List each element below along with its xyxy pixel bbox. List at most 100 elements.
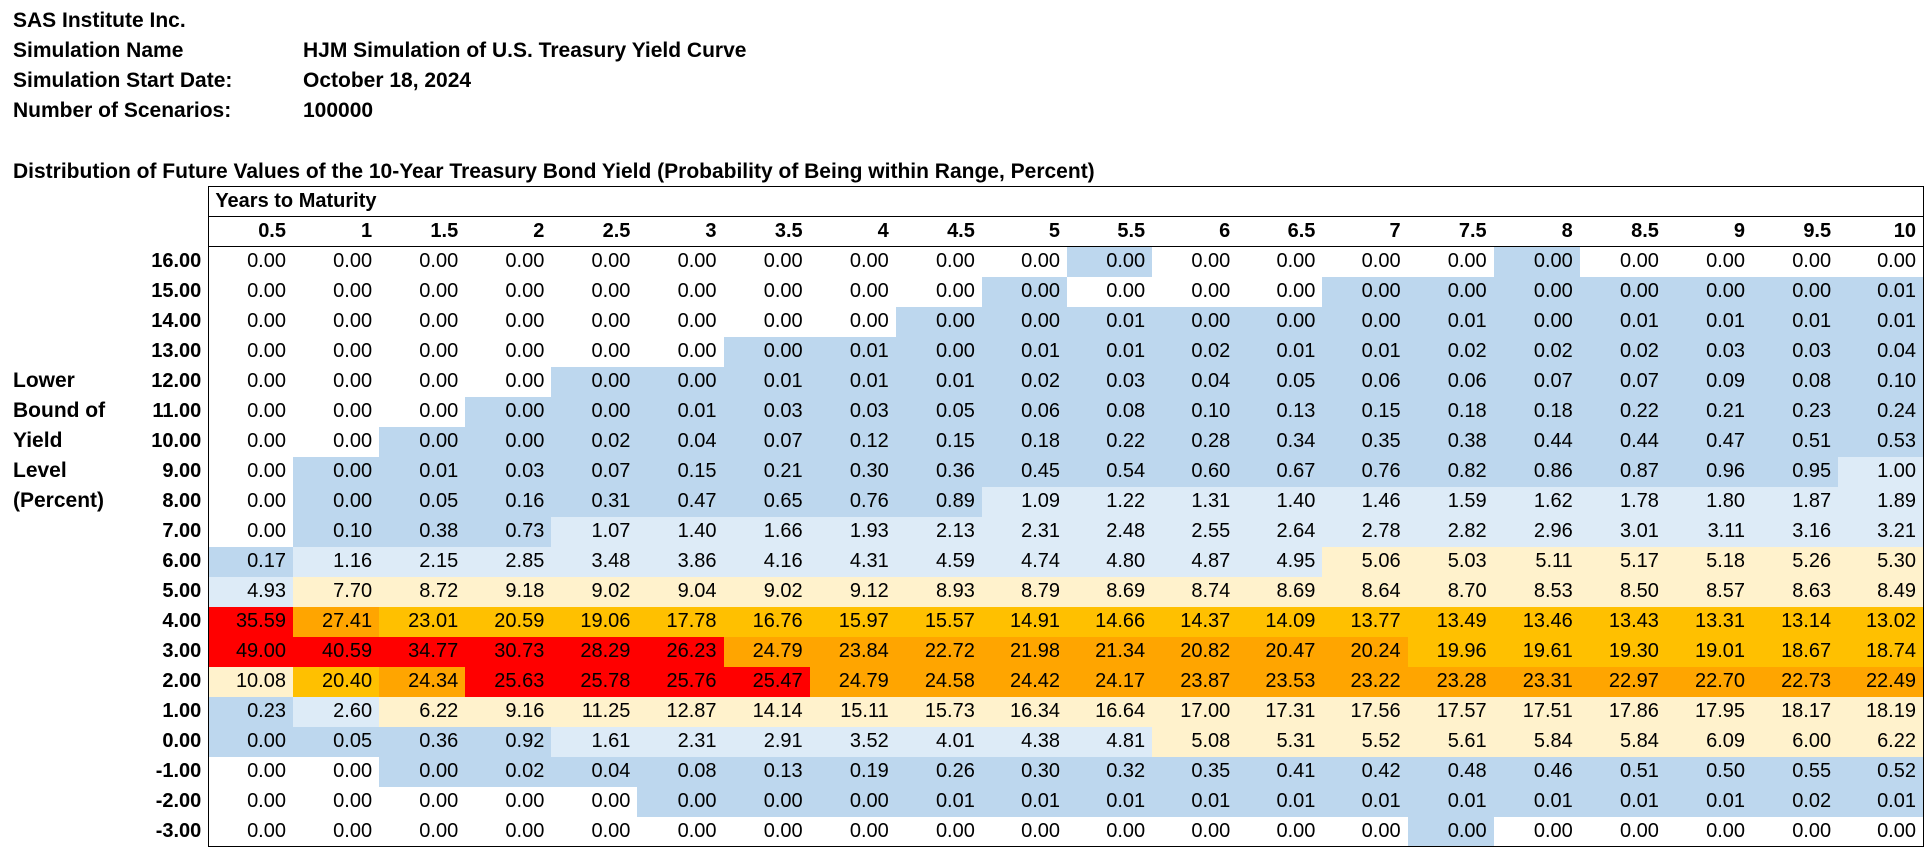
probability-cell: 0.03 [1752, 336, 1839, 367]
yield-lower-bound-label: 16.00 [151, 250, 202, 272]
probability-cell: 0.09 [1665, 366, 1753, 397]
scenarios-value: 100000 [303, 99, 374, 122]
probability-cell: 0.00 [1579, 276, 1666, 307]
probability-cell: 0.47 [637, 486, 724, 517]
probability-cell: 8.69 [1237, 576, 1323, 607]
probability-cell: 20.82 [1152, 636, 1238, 667]
probability-cell: 0.00 [505, 340, 545, 362]
yield-level-row: 12.00 0.00 0.00 0.00 0.00 0.00 0.00 0.01 0.01 0.0… [13, 366, 1924, 397]
probability-cell: 0.00 [1322, 306, 1408, 337]
probability-cell: 23.31 [1493, 666, 1580, 697]
yield-level-row: 0.00 0.00 0.05 0.36 0.92 1.61 2.31 2.91 3.52 4.01… [13, 726, 1924, 757]
yield-level-row: -2.00 0.00 0.00 0.00 0.00 0.00 0.00 0.00 0.00 0.0… [13, 786, 1924, 817]
probability-cell: 1.80 [1665, 486, 1753, 517]
probability-cell: 0.16 [465, 486, 552, 517]
probability-cell: 26.23 [637, 636, 724, 667]
probability-cell: 5.30 [1838, 546, 1924, 577]
probability-cell: 13.77 [1322, 606, 1408, 637]
probability-cell: 0.00 [208, 396, 293, 427]
maturity-header: 9 [1665, 216, 1753, 247]
probability-cell: 14.09 [1237, 606, 1323, 637]
probability-cell: 5.52 [1322, 726, 1408, 757]
yield-lower-bound-label: 0.00 [162, 730, 202, 752]
probability-cell: 2.55 [1152, 516, 1238, 547]
yield-lower-bound-label: 12.00 [151, 370, 202, 392]
probability-cell: 0.00 [1322, 276, 1408, 307]
probability-cell: 3.11 [1665, 516, 1753, 547]
probability-cell: 0.00 [1493, 306, 1580, 337]
probability-cell: 24.79 [809, 666, 896, 697]
row-axis-label-line: Lower [13, 369, 75, 392]
probability-cell: 0.00 [763, 280, 803, 302]
probability-cell: 4.93 [208, 576, 293, 607]
probability-cell: 0.92 [465, 726, 552, 757]
probability-cell: 0.00 [895, 816, 982, 847]
probability-cell: 0.01 [1838, 786, 1924, 817]
probability-cell: 0.00 [1838, 246, 1924, 277]
maturity-header: 5.5 [1067, 216, 1153, 247]
probability-cell: 0.01 [1579, 306, 1666, 337]
probability-cell: 6.22 [1838, 726, 1924, 757]
probability-cell: 0.00 [723, 786, 810, 817]
probability-cell: 15.57 [895, 606, 982, 637]
probability-cell: 8.57 [1665, 576, 1753, 607]
probability-cell: 30.73 [465, 636, 552, 667]
probability-cell: 20.24 [1322, 636, 1408, 667]
probability-cell: 0.01 [1067, 786, 1153, 817]
row-axis-label-line: (Percent) [13, 489, 105, 512]
probability-cell: 0.00 [293, 816, 380, 847]
probability-cell: 0.17 [208, 546, 293, 577]
probability-cell: 0.02 [551, 426, 638, 457]
probability-cell: 0.00 [1752, 276, 1839, 307]
probability-cell: 0.89 [895, 486, 982, 517]
probability-cell: 0.48 [1407, 756, 1494, 787]
probability-cell: 0.00 [981, 816, 1068, 847]
probability-cell: 0.01 [1322, 336, 1408, 367]
probability-cell: 0.00 [379, 426, 466, 457]
probability-cell: 0.18 [1493, 396, 1580, 427]
probability-cell: 8.49 [1838, 576, 1924, 607]
probability-cell: 25.78 [551, 666, 638, 697]
probability-cell: 0.00 [333, 340, 373, 362]
probability-cell: 22.49 [1838, 666, 1924, 697]
yield-level-row: 4.00 35.59 27.41 23.01 20.59 19.06 17.78 16.76 1… [13, 606, 1924, 637]
probability-cell: 0.51 [1579, 756, 1666, 787]
probability-cell: 0.00 [809, 816, 896, 847]
probability-cell: 2.48 [1067, 516, 1153, 547]
probability-cell: 0.03 [1067, 366, 1153, 397]
probability-cell: 0.13 [723, 756, 810, 787]
probability-cell: 0.51 [1752, 426, 1839, 457]
probability-cell: 0.00 [379, 816, 466, 847]
probability-cell: 1.89 [1838, 486, 1924, 517]
probability-cell: 0.01 [1838, 306, 1924, 337]
probability-cell: 0.01 [1237, 786, 1323, 817]
probability-cell: 2.85 [465, 546, 552, 577]
probability-cell: 24.17 [1067, 666, 1153, 697]
probability-cell: 1.93 [809, 516, 896, 547]
yield-lower-bound-label: 3.00 [162, 640, 202, 662]
probability-cell: 2.64 [1237, 516, 1323, 547]
probability-cell: 1.46 [1322, 486, 1408, 517]
probability-cell: 27.41 [293, 606, 380, 637]
yield-lower-bound-label: 7.00 [162, 520, 202, 542]
probability-cell: 4.59 [895, 546, 982, 577]
row-axis-label: Lower Bound of Yield Level (Percent) [13, 366, 105, 516]
yield-lower-bound-label: -2.00 [155, 790, 202, 812]
probability-cell: 16.76 [723, 606, 810, 637]
probability-cell: 2.15 [379, 546, 466, 577]
maturity-header: 3.5 [723, 216, 810, 247]
probability-cell: 0.23 [1752, 396, 1839, 427]
probability-cell: 24.42 [981, 666, 1068, 697]
probability-cell: 0.01 [637, 396, 724, 427]
probability-cell: 0.00 [208, 306, 293, 337]
probability-cell: 0.15 [895, 426, 982, 457]
probability-cell: 0.00 [208, 816, 293, 847]
probability-cell: 0.00 [419, 370, 459, 392]
probability-cell: 13.02 [1838, 606, 1924, 637]
yield-level-row: 14.00 0.00 0.00 0.00 0.00 0.00 0.00 0.00 0.00 0.0… [13, 306, 1924, 337]
probability-cell: 0.00 [505, 790, 545, 812]
start-date-row: Simulation Start Date: October 18, 2024 [13, 66, 746, 96]
probability-cell: 0.00 [763, 310, 803, 332]
probability-cell: 0.00 [551, 366, 638, 397]
probability-cell: 0.03 [809, 396, 896, 427]
